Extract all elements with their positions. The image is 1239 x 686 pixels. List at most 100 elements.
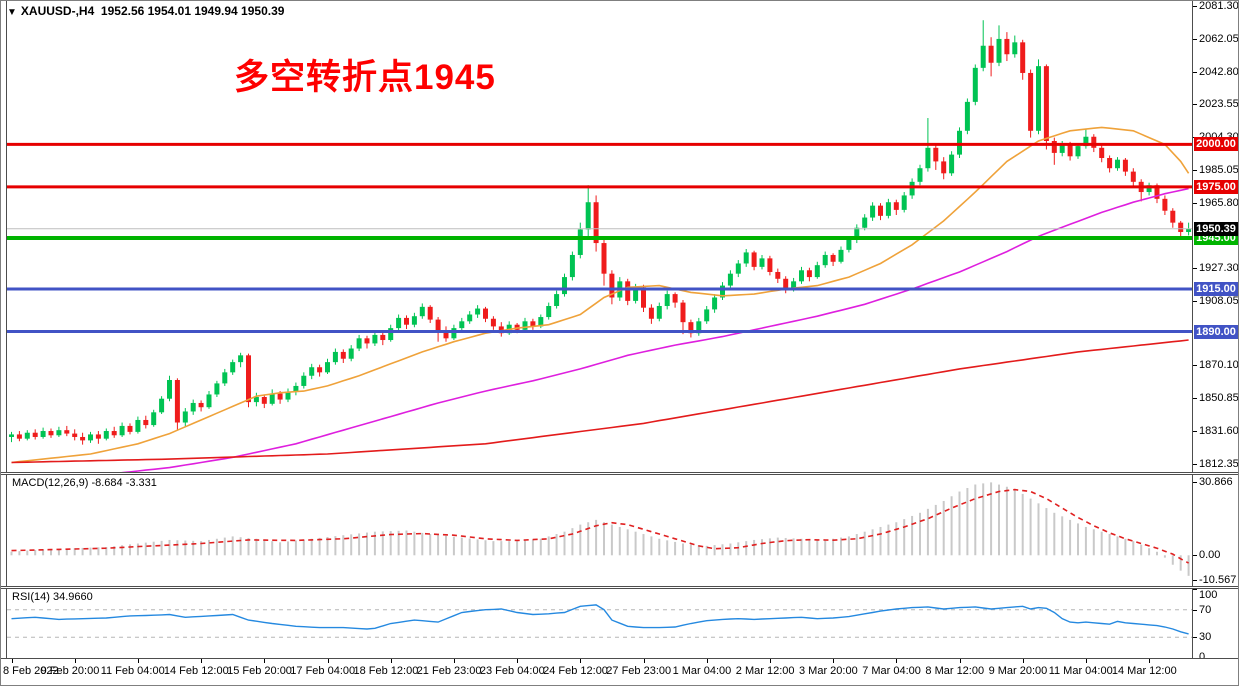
macd-tick-label: 0.00 [1199, 549, 1221, 562]
time-tick-label: 17 Feb 04:00 [290, 665, 356, 677]
pane-separator[interactable] [1, 586, 1238, 589]
candle-up [569, 254, 575, 278]
candle-down [751, 252, 757, 267]
candle-up [451, 328, 457, 339]
candle-up [720, 285, 725, 298]
candle-up [996, 38, 1002, 63]
price-level-box: 1975.00 [1194, 179, 1238, 194]
candle-up [1083, 136, 1089, 147]
main-chart-pane[interactable] [6, 1, 1193, 472]
axis-tick [1193, 38, 1197, 40]
axis-tick [1193, 482, 1197, 484]
pane-separator[interactable] [1, 472, 1238, 475]
candle-up [696, 321, 702, 334]
time-tick [201, 659, 203, 663]
time-tick [517, 659, 519, 663]
candle-up [633, 287, 639, 301]
price-axis[interactable]: 2081.302062.052042.802023.552004.301985.… [1192, 0, 1239, 472]
rsi-label: RSI(14) 34.9660 [12, 591, 93, 603]
candle-down [609, 273, 615, 298]
time-tick-label: 9 Feb 20:00 [40, 665, 100, 677]
candle-up [704, 309, 710, 322]
price-tick-label: 2042.80 [1199, 65, 1239, 78]
candle-down [1099, 147, 1105, 159]
candle-down [72, 433, 78, 437]
candle-down [490, 318, 496, 327]
candle-down [648, 307, 654, 319]
candle-up [791, 281, 797, 289]
candle-up [206, 394, 212, 408]
candle-down [806, 270, 812, 278]
candle-down [427, 306, 433, 320]
candle-down [933, 147, 939, 162]
candle-up [562, 277, 567, 295]
time-tick-label: 7 Mar 04:00 [862, 665, 921, 677]
candle-down [1051, 140, 1057, 153]
axis-tick [1193, 169, 1197, 171]
candle-down [625, 281, 631, 301]
time-axis[interactable]: 8 Feb 2022 9 Feb 20:00 11 Feb 04:00 14 Feb … [1, 658, 1238, 685]
rsi-chart [7, 604, 1193, 638]
candle-down [404, 317, 409, 325]
candle-up [159, 398, 165, 413]
axis-tick [1193, 430, 1197, 432]
time-tick [643, 659, 645, 663]
time-tick [1022, 659, 1024, 663]
candle-up [301, 375, 307, 386]
time-tick-label: 3 Mar 20:00 [799, 665, 858, 677]
time-tick-label: 9 Mar 20:00 [988, 665, 1048, 677]
candle-up [467, 314, 473, 322]
candle-up [799, 270, 804, 282]
candle-up [348, 348, 354, 359]
rsi-tick-label: 0 [1199, 651, 1206, 663]
candle-down [514, 324, 520, 330]
candle-down [1178, 222, 1184, 233]
candle-up [909, 181, 915, 196]
candle-down [174, 379, 180, 423]
candle-up [40, 431, 46, 437]
time-tick-label: 21 Feb 23:00 [416, 665, 482, 677]
candle-down [1162, 198, 1168, 211]
candle-down [1067, 144, 1073, 157]
time-tick [11, 659, 13, 663]
macd-pane[interactable]: MACD(12,26,9) -8.684 -3.331 [6, 475, 1192, 586]
candle-up [917, 168, 923, 182]
candle-up [475, 308, 481, 315]
candle-down [95, 434, 101, 439]
price-tick-label: 2081.30 [1199, 0, 1239, 13]
price-level-box: 2000.00 [1194, 137, 1238, 152]
ma-mid-line [121, 187, 1189, 472]
rsi-tick-label: 70 [1199, 603, 1212, 616]
candle-down [593, 202, 599, 244]
candle-up [664, 294, 670, 306]
price-tick-label: 1985.05 [1199, 163, 1239, 176]
candle-up [24, 432, 30, 439]
collapse-arrow-icon[interactable]: ▼ [7, 7, 17, 18]
candle-down [1004, 38, 1010, 55]
price-tick-label: 2023.55 [1199, 98, 1239, 111]
candle-down [878, 205, 883, 216]
rsi-pane[interactable]: RSI(14) 34.9660 [6, 589, 1193, 658]
candle-down [783, 278, 789, 289]
candle-down [1020, 42, 1026, 73]
candle-up [925, 147, 931, 169]
candle-up [870, 205, 876, 218]
candle-down [1130, 171, 1136, 182]
time-tick-label: 8 Feb 2022 [3, 665, 59, 677]
candle-down [246, 355, 251, 403]
axis-tick [1193, 365, 1197, 367]
macd-axis[interactable]: 30.866 0.00 -10.567 [1192, 475, 1238, 586]
price-level-box: 1890.00 [1194, 324, 1238, 339]
ma-fast-line [11, 126, 1190, 464]
price-level-box: 1915.00 [1194, 281, 1238, 296]
rsi-axis[interactable]: 100 70 30 0 [1192, 589, 1238, 663]
candle-up [759, 258, 765, 267]
candle-up [88, 434, 93, 441]
candle-down [988, 45, 994, 63]
time-tick [264, 659, 266, 663]
candle-up [332, 351, 338, 363]
candle-up [862, 217, 868, 228]
annotation-text[interactable]: 多空转折点1945 [234, 58, 496, 97]
candle-down [48, 431, 54, 436]
